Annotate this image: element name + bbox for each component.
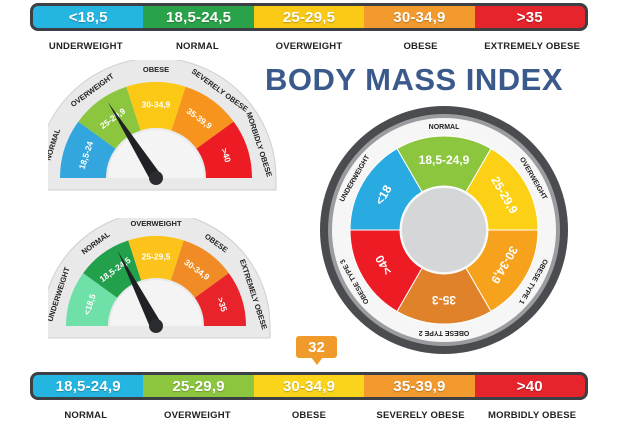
bottom-scale-categories: NORMAL OVERWEIGHT OBESE SEVERELY OBESE M… xyxy=(30,410,588,421)
gauge-segment xyxy=(170,240,229,298)
gauge-segment-category: OBESE xyxy=(143,65,169,74)
top-bmi-scale: <18,5 18,5-24,5 25-29,5 30-34,9 >35 xyxy=(30,3,588,31)
gauge-needle-hub xyxy=(149,171,163,185)
circle-gauge-center xyxy=(402,188,486,272)
bottom-scale-category: OBESE xyxy=(291,410,327,421)
top-scale-category: EXTREMELY OBESE xyxy=(484,41,581,52)
circle-segment-category: NORMAL xyxy=(429,124,460,131)
gauge-segment xyxy=(126,82,186,131)
top-scale-category: NORMAL xyxy=(175,41,219,52)
gauge-segment xyxy=(60,121,116,178)
bmi-gauge-1: 18,5-24 NORMAL 25-29,9 OVERWEIGHT 30-34,9 OBE… xyxy=(48,60,280,200)
page-title: BODY MASS INDEX xyxy=(265,62,564,97)
gauge-segment-range: >40 xyxy=(219,147,233,164)
gauge-needle xyxy=(107,102,162,182)
gauge-segment-category: OVERWEIGHT xyxy=(130,219,182,228)
bottom-bmi-scale: 18,5-24,9 25-29,9 30-34,9 35-39,9 >40 xyxy=(30,372,588,400)
gauge-segment xyxy=(83,240,142,298)
gauge-hub-area xyxy=(110,280,202,326)
bmi-circle-gauge: 18,5-24,9 NORMAL 25-29,9 OVERWEIGHT 30-34,9 O… xyxy=(318,104,570,356)
circle-segment-category: OBESE TYPE 2 xyxy=(419,329,470,336)
top-scale-segment: 25-29,5 xyxy=(253,6,365,28)
bottom-scale-segment: 35-39,9 xyxy=(364,375,475,397)
gauge-segment-range: >35 xyxy=(215,296,229,313)
bottom-scale-segment: >40 xyxy=(474,375,585,397)
bottom-scale-category: NORMAL xyxy=(64,410,108,421)
top-scale-categories: UNDERWEIGHT NORMAL OVERWEIGHT OBESE EXTR… xyxy=(30,41,588,52)
callout-pointer xyxy=(311,357,323,365)
top-scale-segment: <18,5 xyxy=(33,6,144,28)
top-scale-segment: 30-34,9 xyxy=(364,6,475,28)
top-scale-segment: >35 xyxy=(474,6,585,28)
bmi-gauge-2: <18,5 UNDERWEIGHT 18,5-24,5 NORMAL 25-29,5 OV… xyxy=(48,218,280,343)
bottom-scale-segment: 30-34,9 xyxy=(253,375,365,397)
gauge-needle xyxy=(117,251,162,329)
bottom-scale-segment: 18,5-24,9 xyxy=(33,375,144,397)
gauge-needle-hub xyxy=(149,319,163,333)
top-scale-segment: 18,5-24,5 xyxy=(143,6,254,28)
circle-segment-range: 18,5-24,9 xyxy=(419,153,470,167)
circle-gauge-segment xyxy=(349,147,423,231)
bottom-scale-category: OVERWEIGHT xyxy=(164,410,231,421)
gauge-segment xyxy=(171,86,234,149)
gauge-segment-range: 25-29,5 xyxy=(142,251,171,261)
gauge-segment xyxy=(66,273,118,326)
circle-segment-range: 35-3 xyxy=(432,293,456,307)
top-scale-category: OBESE xyxy=(403,41,438,52)
gauge-segment xyxy=(194,273,246,326)
gauge-segment xyxy=(128,236,184,281)
top-scale-category: UNDERWEIGHT xyxy=(48,41,123,52)
gauge-segment-range: 30-34,9 xyxy=(142,99,171,109)
bottom-scale-segment: 25-29,9 xyxy=(143,375,254,397)
bottom-scale-category: MORBIDLY OBESE xyxy=(488,410,577,421)
top-scale-category: OVERWEIGHT xyxy=(275,41,343,52)
bmi-value-callout: 32 xyxy=(296,336,337,358)
bottom-scale-category: SEVERELY OBESE xyxy=(376,410,465,421)
gauge-segment xyxy=(196,121,252,178)
